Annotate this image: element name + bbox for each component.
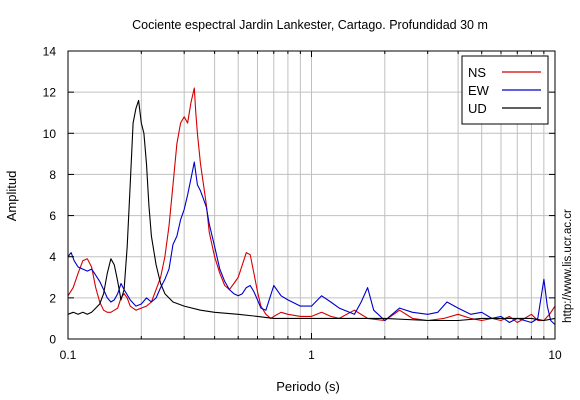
y-tick-label: 10 bbox=[43, 127, 57, 141]
y-tick-label: 14 bbox=[43, 45, 57, 59]
watermark-url: http://www.lis.ucr.ac.cr bbox=[562, 209, 574, 323]
legend-label-ns: NS bbox=[468, 65, 486, 80]
axes-layer: 0 2 4 6 8 10 12 14 0.1 1 10 bbox=[43, 45, 562, 363]
x-tick-label: 0.1 bbox=[60, 348, 77, 362]
x-tick-label: 1 bbox=[308, 348, 315, 362]
y-tick-label: 8 bbox=[49, 168, 56, 182]
y-axis-label: Amplitud bbox=[4, 171, 19, 222]
y-tick-label: 4 bbox=[49, 250, 56, 264]
series-layer bbox=[67, 87, 556, 325]
y-tick-label: 6 bbox=[49, 209, 56, 223]
y-tick-label: 0 bbox=[49, 333, 56, 347]
x-axis-label: Periodo (s) bbox=[276, 379, 340, 394]
legend-label-ew: EW bbox=[468, 83, 490, 98]
legend: NS EW UD bbox=[461, 55, 549, 125]
series-line-ud bbox=[67, 99, 556, 322]
legend-label-ud: UD bbox=[468, 101, 487, 116]
chart-title: Cociente espectral Jardin Lankester, Car… bbox=[132, 18, 488, 32]
y-tick-label: 2 bbox=[49, 291, 56, 305]
x-tick-label: 10 bbox=[548, 348, 562, 362]
y-tick-label: 12 bbox=[43, 86, 57, 100]
